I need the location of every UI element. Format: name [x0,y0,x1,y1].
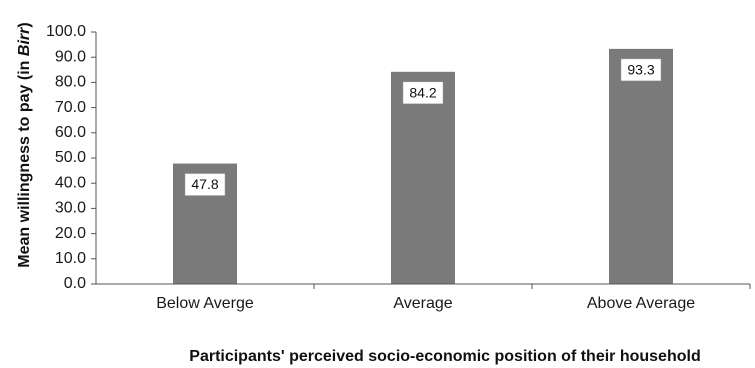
y-axis-title: Mean willingness to pay (in Birr) [16,22,33,267]
category-label: Below Averge [156,295,254,312]
y-tick-label: 20.0 [55,225,86,242]
y-axis: 0.0 10.0 20.0 30.0 40.0 50.0 60.0 70.0 80.0 90.0 1… [46,23,96,292]
category-label: Above Average [587,295,695,312]
bars: 47.8 84.2 93.3 [173,48,673,284]
x-axis: Below Averge Average Above Average [156,284,751,312]
y-axis-title-unit: Birr [16,27,33,56]
y-tick-label: 40.0 [55,174,86,191]
y-axis-title-part-3: ) [16,22,33,27]
category-label: Average [393,295,452,312]
data-label-box [402,81,444,105]
data-label: 93.3 [627,62,654,78]
y-tick-label: 10.0 [55,250,86,267]
y-tick-label: 70.0 [55,99,86,116]
y-axis-title-part-1: Mean willingness to pay (in [16,56,33,268]
y-tick-label: 100.0 [46,23,86,40]
x-axis-title: Participants' perceived socio-economic p… [189,348,700,365]
y-tick-label: 30.0 [55,200,86,217]
bar [391,71,455,284]
data-label: 47.8 [191,176,218,192]
y-tick-label: 90.0 [55,48,86,65]
data-label-box [184,173,226,196]
y-tick-label: 80.0 [55,74,86,91]
data-label-box [620,58,662,82]
data-label: 84.2 [409,85,436,101]
y-tick-label: 50.0 [55,149,86,166]
bar [609,48,673,284]
y-tick-label: 0.0 [64,275,86,292]
svg-text:Mean willingness to pay (in B: Mean willingness to pay (in Birr) [16,22,33,267]
y-tick-label: 60.0 [55,124,86,141]
